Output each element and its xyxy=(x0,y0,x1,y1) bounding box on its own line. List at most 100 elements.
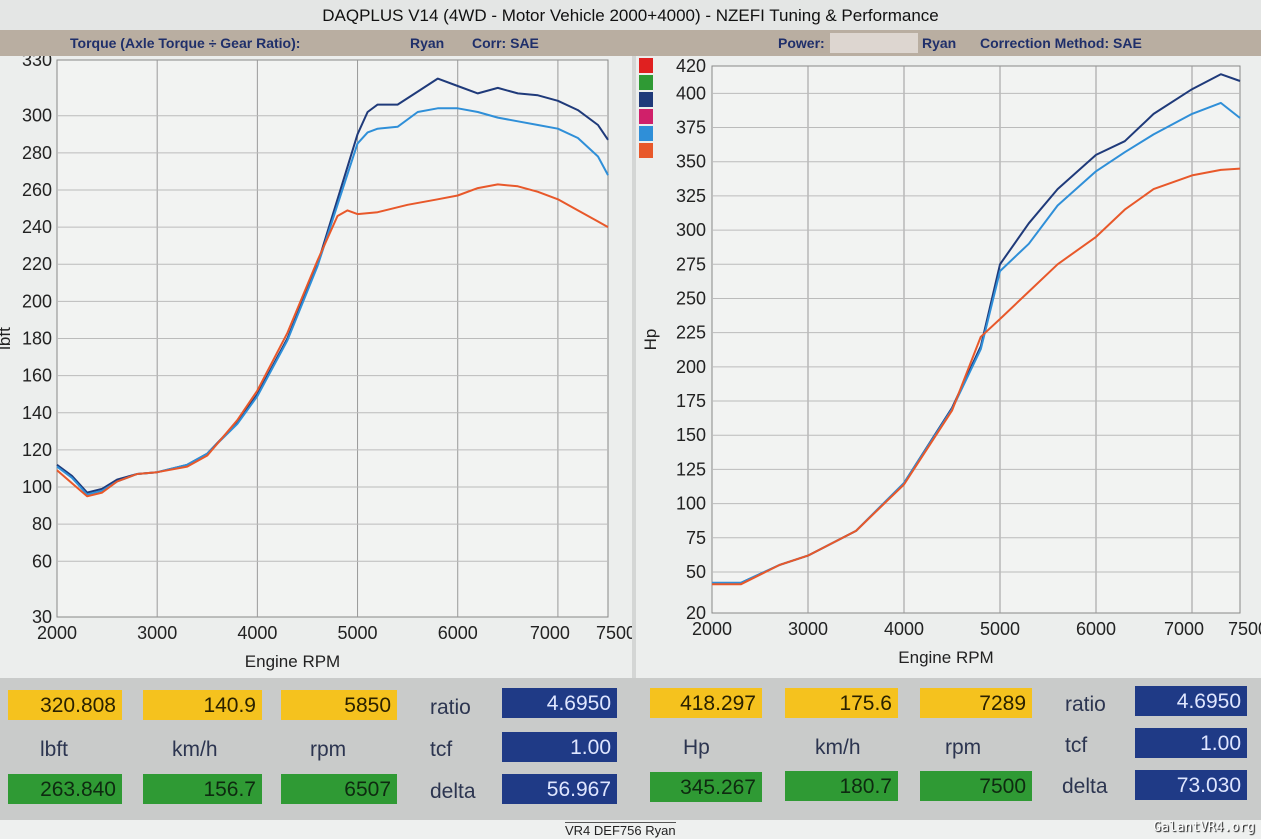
x-tick-label: 2000 xyxy=(37,623,77,643)
y-tick-label: 60 xyxy=(32,551,52,571)
torque-label: Torque (Axle Torque ÷ Gear Ratio): xyxy=(70,35,301,51)
y-tick-label: 300 xyxy=(22,106,52,126)
footer-strip: VR4 DEF756 Ryan xyxy=(0,820,1261,839)
y-tick-label: 400 xyxy=(676,83,706,103)
y-tick-label: 150 xyxy=(676,425,706,445)
ratio-label: ratio xyxy=(430,696,471,719)
legend-swatch-0 xyxy=(639,58,653,73)
legend-swatch-2 xyxy=(639,92,653,107)
unit-lbft: lbft xyxy=(40,738,69,761)
y-axis-label: Hp xyxy=(641,329,660,351)
y-tick-label: 80 xyxy=(32,514,52,534)
y-tick-label: 280 xyxy=(22,143,52,163)
unit-kmh: km/h xyxy=(172,738,218,761)
power-correction: Correction Method: SAE xyxy=(980,35,1142,51)
chart-header-bar: Torque (Axle Torque ÷ Gear Ratio): Ryan … xyxy=(0,30,1261,56)
power-field[interactable] xyxy=(830,33,918,53)
plot-area xyxy=(711,65,1241,614)
ratio-value: 4.6950 xyxy=(502,688,617,718)
y-tick-label: 240 xyxy=(22,217,52,237)
rpm-cursor2-value-right: 7500 xyxy=(920,771,1032,801)
delta-value: 56.967 xyxy=(502,774,617,804)
power-chart: 2000 3000 4000 5000 6000 7000 7500 420 400 375 350… xyxy=(639,56,1261,667)
x-tick-label: 5000 xyxy=(338,623,378,643)
rpm-cursor1-value: 5850 xyxy=(281,690,397,720)
power-chart-panel: 2000 3000 4000 5000 6000 7000 7500 420 400 375 350… xyxy=(636,56,1261,678)
tcf-label: tcf xyxy=(430,738,453,761)
y-tick-label: 350 xyxy=(676,152,706,172)
y-tick-label: 120 xyxy=(22,440,52,460)
y-tick-label: 420 xyxy=(676,56,706,76)
power-label: Power: xyxy=(778,35,825,51)
x-tick-label: 4000 xyxy=(237,623,277,643)
y-tick-label: 220 xyxy=(22,254,52,274)
y-tick-label: 300 xyxy=(676,220,706,240)
rpm-cursor2-value: 6507 xyxy=(281,774,397,804)
x-tick-label: 2000 xyxy=(692,619,732,639)
series-line-run-orange xyxy=(56,183,609,498)
unit-rpm-right: rpm xyxy=(945,736,982,759)
y-tick-label: 20 xyxy=(686,603,706,623)
power-user: Ryan xyxy=(922,35,957,51)
y-tick-label: 275 xyxy=(676,254,706,274)
torque-cursor1-value: 320.808 xyxy=(8,690,122,720)
y-tick-label: 225 xyxy=(676,323,706,343)
unit-kmh-right: km/h xyxy=(815,736,861,759)
y-tick-label: 200 xyxy=(22,291,52,311)
y-tick-label: 250 xyxy=(676,288,706,308)
x-axis-label: Engine RPM xyxy=(245,652,340,671)
legend-swatch-5 xyxy=(639,143,653,158)
footer-label: VR4 DEF756 Ryan xyxy=(565,822,676,838)
y-tick-label: 260 xyxy=(22,180,52,200)
tcf-label-right: tcf xyxy=(1065,734,1088,757)
ratio-value-right: 4.6950 xyxy=(1135,686,1247,716)
speed-cursor1-value: 140.9 xyxy=(143,690,262,720)
series-line-run-orange xyxy=(712,167,1241,586)
delta-label: delta xyxy=(430,780,476,803)
y-tick-label: 200 xyxy=(676,357,706,377)
legend-swatch-3 xyxy=(639,109,653,124)
y-tick-label: 100 xyxy=(676,494,706,514)
delta-value-right: 73.030 xyxy=(1135,770,1247,800)
torque-chart: 2000 3000 4000 5000 6000 7000 7500 330 300 280 260… xyxy=(0,50,636,671)
x-tick-label: 6000 xyxy=(1076,619,1116,639)
x-tick-label: 7000 xyxy=(1164,619,1204,639)
y-tick-label: 75 xyxy=(686,528,706,548)
delta-label-right: delta xyxy=(1062,775,1108,798)
unit-rpm: rpm xyxy=(310,738,347,761)
torque-correction: Corr: SAE xyxy=(472,35,539,51)
x-tick-label: 7500 xyxy=(1228,619,1261,639)
y-tick-label: 375 xyxy=(676,118,706,138)
speed-cursor2-value: 156.7 xyxy=(143,774,262,804)
x-tick-label: 7500 xyxy=(596,623,632,643)
x-tick-label: 3000 xyxy=(788,619,828,639)
x-axis-label: Engine RPM xyxy=(898,648,993,667)
legend-swatch-1 xyxy=(639,75,653,90)
torque-chart-panel: 2000 3000 4000 5000 6000 7000 7500 330 300 280 260… xyxy=(0,50,636,678)
ratio-label-right: ratio xyxy=(1065,693,1106,716)
x-tick-label: 3000 xyxy=(137,623,177,643)
readout-panel: 320.808 140.9 5850 ratio 4.6950 lbft km/… xyxy=(0,678,1261,820)
torque-user: Ryan xyxy=(410,35,445,51)
power-cursor2-value: 345.267 xyxy=(650,772,762,802)
unit-hp: Hp xyxy=(683,736,710,759)
y-tick-label: 100 xyxy=(22,477,52,497)
x-tick-label: 6000 xyxy=(438,623,478,643)
window-title: DAQPLUS V14 (4WD - Motor Vehicle 2000+40… xyxy=(0,0,1261,30)
y-tick-label: 180 xyxy=(22,329,52,349)
torque-cursor2-value: 263.840 xyxy=(8,774,122,804)
y-tick-label: 175 xyxy=(676,391,706,411)
rpm-cursor1-value-right: 7289 xyxy=(920,688,1032,718)
y-tick-label: 330 xyxy=(22,56,52,70)
y-tick-label: 140 xyxy=(22,403,52,423)
y-axis-label: lbft xyxy=(0,327,14,350)
y-tick-label: 325 xyxy=(676,186,706,206)
legend-swatch-4 xyxy=(639,126,653,141)
tcf-value: 1.00 xyxy=(502,732,617,762)
speed-cursor2-value-right: 180.7 xyxy=(785,771,898,801)
x-tick-label: 7000 xyxy=(530,623,570,643)
power-cursor1-value: 418.297 xyxy=(650,688,762,718)
y-tick-label: 50 xyxy=(686,562,706,582)
y-tick-label: 30 xyxy=(32,607,52,627)
y-tick-label: 125 xyxy=(676,459,706,479)
